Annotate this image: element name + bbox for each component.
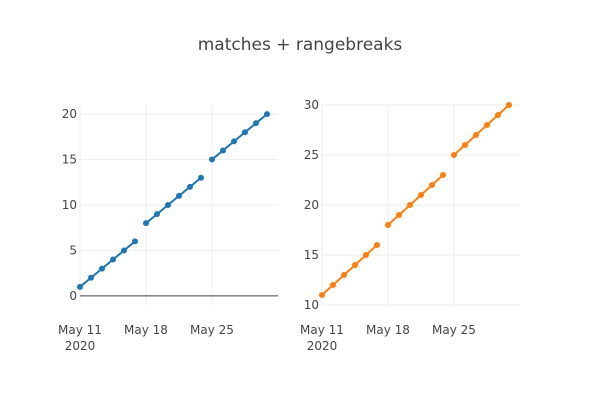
data-point[interactable] bbox=[418, 192, 424, 198]
x-tick-label: May 11 bbox=[58, 323, 102, 337]
data-point[interactable] bbox=[374, 242, 380, 248]
y-tick-label: 15 bbox=[304, 248, 319, 262]
series-line bbox=[387, 174, 444, 226]
data-point[interactable] bbox=[187, 183, 193, 190]
data-point[interactable] bbox=[253, 120, 259, 127]
chart-title: matches + rangebreaks bbox=[198, 35, 403, 55]
series-line bbox=[145, 176, 202, 224]
data-point[interactable] bbox=[154, 211, 160, 218]
right-subplot: 10 15 20 25 30 May 11 2020 May 18 May 25 bbox=[300, 98, 520, 353]
data-point[interactable] bbox=[396, 212, 402, 218]
x-tick-label: May 25 bbox=[190, 323, 234, 337]
x-tick-label: May 25 bbox=[432, 323, 476, 337]
data-point[interactable] bbox=[440, 172, 446, 178]
data-point[interactable] bbox=[209, 156, 215, 163]
data-point[interactable] bbox=[429, 182, 435, 188]
series-line bbox=[211, 113, 268, 161]
series-line bbox=[321, 244, 378, 296]
y-tick-label: 20 bbox=[62, 107, 77, 121]
y-tick-label: 5 bbox=[69, 243, 77, 257]
data-point[interactable] bbox=[198, 174, 204, 181]
data-point[interactable] bbox=[473, 132, 479, 138]
data-point[interactable] bbox=[99, 265, 105, 272]
x-tick-label: May 18 bbox=[366, 323, 410, 337]
data-point[interactable] bbox=[319, 292, 325, 298]
series-line bbox=[453, 104, 510, 156]
data-point[interactable] bbox=[231, 138, 237, 145]
y-tick-label: 30 bbox=[304, 98, 319, 112]
data-point[interactable] bbox=[506, 102, 512, 108]
data-point[interactable] bbox=[330, 282, 336, 288]
y-tick-label: 15 bbox=[62, 153, 77, 167]
data-point[interactable] bbox=[165, 202, 171, 208]
y-tick-label: 20 bbox=[304, 198, 319, 212]
y-tick-label: 10 bbox=[62, 198, 77, 212]
data-point[interactable] bbox=[264, 111, 270, 118]
y-tick-label: 0 bbox=[69, 289, 77, 303]
data-point[interactable] bbox=[495, 112, 501, 118]
data-point[interactable] bbox=[220, 147, 226, 154]
data-point[interactable] bbox=[352, 262, 358, 268]
data-point[interactable] bbox=[242, 129, 248, 136]
data-point[interactable] bbox=[341, 272, 347, 278]
data-point[interactable] bbox=[484, 122, 490, 128]
series-line bbox=[79, 240, 136, 288]
data-point[interactable] bbox=[77, 283, 83, 290]
left-subplot: 0 5 10 15 20 May 11 2020 May 18 May 25 bbox=[58, 105, 278, 353]
data-point[interactable] bbox=[407, 202, 413, 208]
data-point[interactable] bbox=[176, 192, 182, 199]
data-point[interactable] bbox=[121, 247, 127, 254]
data-point[interactable] bbox=[143, 220, 149, 227]
x-tick-year-label: 2020 bbox=[65, 339, 96, 353]
y-tick-label: 25 bbox=[304, 148, 319, 162]
x-tick-label: May 18 bbox=[124, 323, 168, 337]
data-point[interactable] bbox=[110, 256, 116, 263]
x-tick-label: May 11 bbox=[300, 323, 344, 337]
data-point[interactable] bbox=[363, 252, 369, 258]
x-tick-year-label: 2020 bbox=[307, 339, 338, 353]
data-point[interactable] bbox=[385, 222, 391, 228]
data-point[interactable] bbox=[451, 152, 457, 158]
data-point[interactable] bbox=[462, 142, 468, 148]
y-tick-label: 10 bbox=[304, 298, 319, 312]
data-point[interactable] bbox=[88, 274, 94, 281]
data-point[interactable] bbox=[132, 238, 138, 245]
